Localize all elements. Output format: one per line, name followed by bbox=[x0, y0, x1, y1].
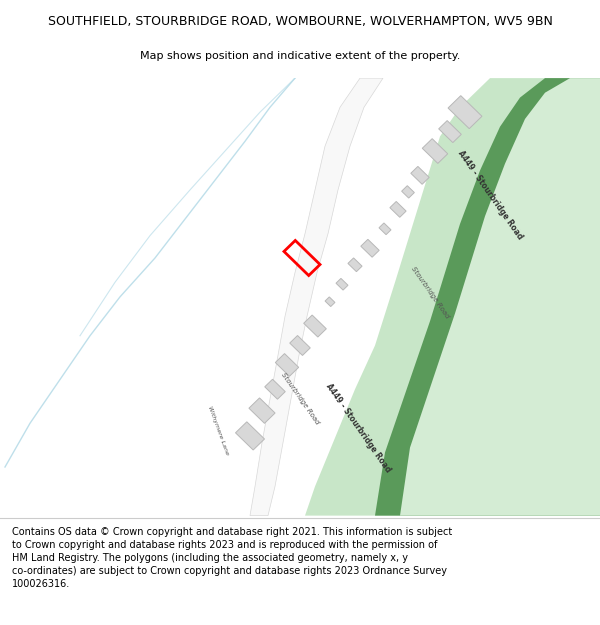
Text: Stourbridge Road: Stourbridge Road bbox=[410, 265, 450, 319]
Polygon shape bbox=[305, 78, 600, 516]
Polygon shape bbox=[361, 239, 379, 258]
Text: A449 - Stourbridge Road: A449 - Stourbridge Road bbox=[324, 382, 392, 474]
Text: Stourbridge Road: Stourbridge Road bbox=[280, 372, 320, 426]
Polygon shape bbox=[290, 336, 310, 356]
Polygon shape bbox=[422, 139, 448, 163]
Text: Map shows position and indicative extent of the property.: Map shows position and indicative extent… bbox=[140, 51, 460, 61]
Polygon shape bbox=[439, 121, 461, 142]
Polygon shape bbox=[236, 422, 265, 450]
Polygon shape bbox=[336, 278, 348, 290]
Polygon shape bbox=[325, 297, 335, 306]
Text: Contains OS data © Crown copyright and database right 2021. This information is : Contains OS data © Crown copyright and d… bbox=[12, 526, 452, 589]
Polygon shape bbox=[411, 166, 429, 184]
Polygon shape bbox=[304, 315, 326, 337]
Polygon shape bbox=[275, 354, 299, 376]
Polygon shape bbox=[348, 258, 362, 272]
Text: SOUTHFIELD, STOURBRIDGE ROAD, WOMBOURNE, WOLVERHAMPTON, WV5 9BN: SOUTHFIELD, STOURBRIDGE ROAD, WOMBOURNE,… bbox=[47, 16, 553, 28]
Text: A449 - Stourbridge Road: A449 - Stourbridge Road bbox=[456, 149, 524, 241]
Polygon shape bbox=[265, 379, 285, 399]
Polygon shape bbox=[375, 78, 600, 516]
Polygon shape bbox=[448, 96, 482, 129]
Polygon shape bbox=[250, 78, 383, 516]
Polygon shape bbox=[400, 78, 600, 516]
Polygon shape bbox=[379, 223, 391, 234]
Polygon shape bbox=[249, 398, 275, 423]
Text: Withymere Lane: Withymere Lane bbox=[207, 405, 229, 455]
Polygon shape bbox=[390, 201, 406, 217]
Polygon shape bbox=[401, 186, 415, 198]
